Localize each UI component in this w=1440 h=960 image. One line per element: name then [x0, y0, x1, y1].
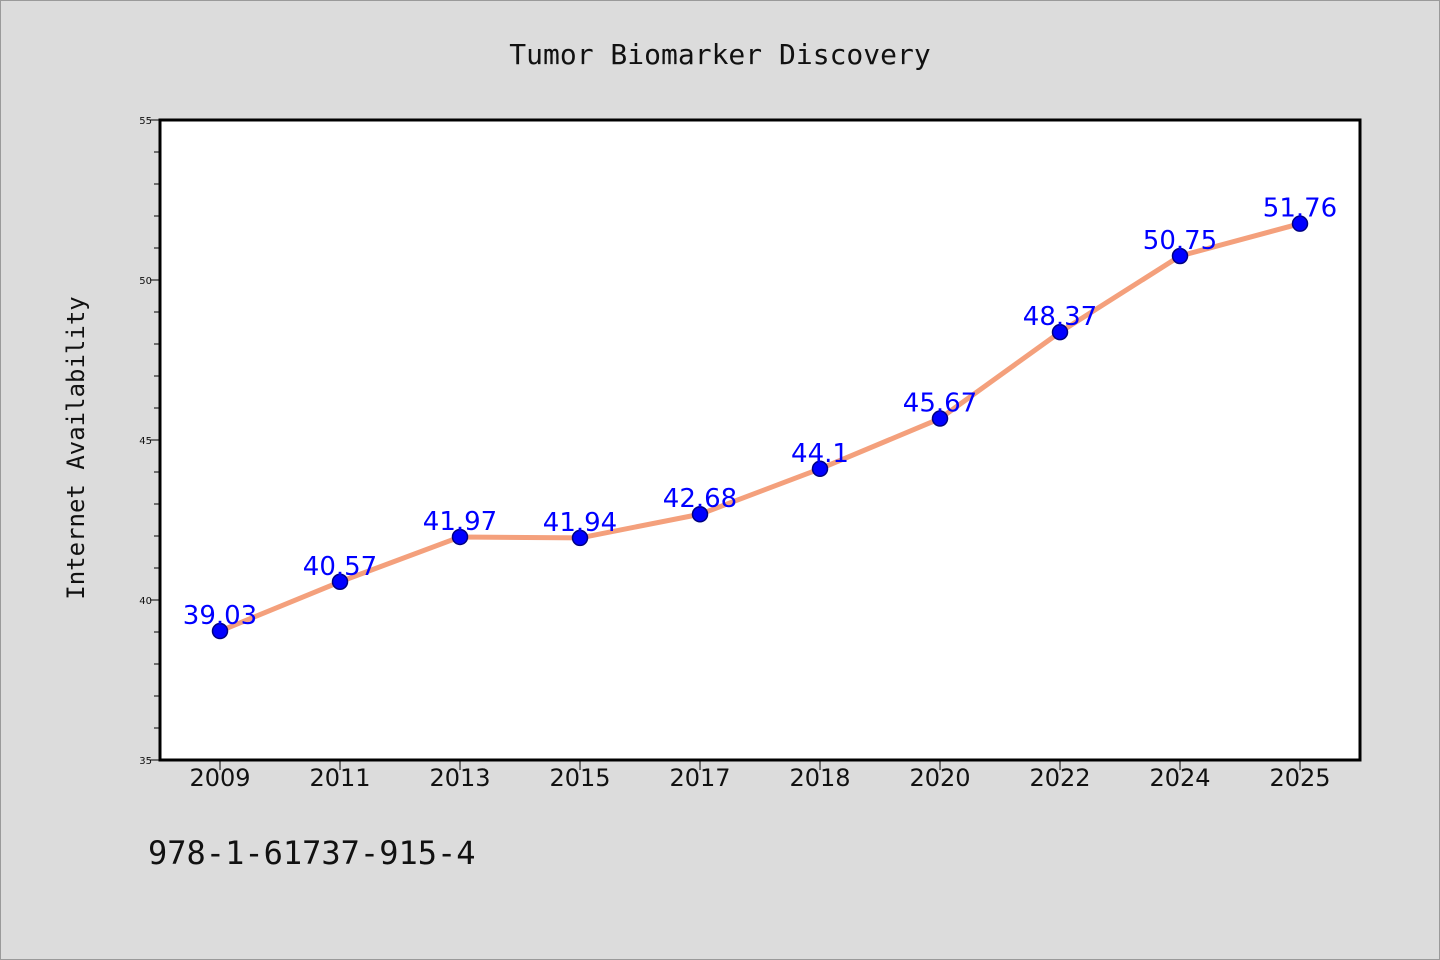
y-tick-label: 35 [139, 756, 152, 767]
x-axis: 2009 2011 2013 2015 2017 2018 2020 2022 2024 2025 [189, 760, 1331, 792]
x-tick-label: 2024 [1149, 764, 1210, 792]
plot-area [158, 118, 1362, 762]
x-tick-label: 2017 [669, 764, 730, 792]
data-label: 41.97 [423, 507, 497, 537]
x-tick-label: 2020 [909, 764, 970, 792]
data-label: 44.1 [791, 439, 849, 469]
y-tick-label: 45 [139, 436, 152, 447]
series: 39.03 40.57 41.97 41.94 42.68 44.1 45.67 48.37 5… [183, 194, 1337, 640]
data-label: 50.75 [1143, 226, 1217, 256]
data-label: 42.68 [663, 484, 737, 514]
data-label: 39.03 [183, 601, 257, 631]
data-point-marker [451, 528, 469, 546]
y-tick-label: 55 [139, 116, 152, 127]
x-tick-label: 2013 [429, 764, 490, 792]
data-point-marker [571, 529, 589, 547]
data-point-marker [931, 410, 949, 427]
data-point-marker [811, 460, 829, 478]
x-tick-label: 2009 [189, 764, 250, 792]
data-label: 48.37 [1023, 302, 1097, 332]
y-tick-label: 50 [139, 276, 152, 287]
data-label: 40.57 [303, 552, 377, 582]
y-axis-label: Internet Availability [62, 296, 90, 599]
data-point-marker [331, 573, 349, 591]
series-line [217, 221, 1303, 634]
y-axis: 35 40 45 50 55 [139, 116, 160, 767]
chart-title: Tumor Biomarker Discovery [509, 38, 930, 71]
footer-isbn: 978-1-61737-915-4 [148, 834, 476, 872]
x-tick-label: 2022 [1029, 764, 1090, 792]
data-point-marker [1171, 247, 1189, 265]
x-tick-label: 2011 [309, 764, 370, 792]
data-label: 45.67 [903, 389, 977, 419]
x-tick-label: 2018 [789, 764, 850, 792]
data-label: 51.76 [1263, 194, 1337, 224]
data-point-marker [691, 505, 709, 523]
data-point-marker [1051, 323, 1069, 341]
x-tick-label: 2025 [1269, 764, 1330, 792]
x-tick-label: 2015 [549, 764, 610, 792]
y-tick-label: 40 [139, 596, 152, 607]
data-label: 41.94 [543, 508, 617, 538]
data-point-marker [211, 622, 229, 640]
data-point-marker [1291, 215, 1309, 232]
